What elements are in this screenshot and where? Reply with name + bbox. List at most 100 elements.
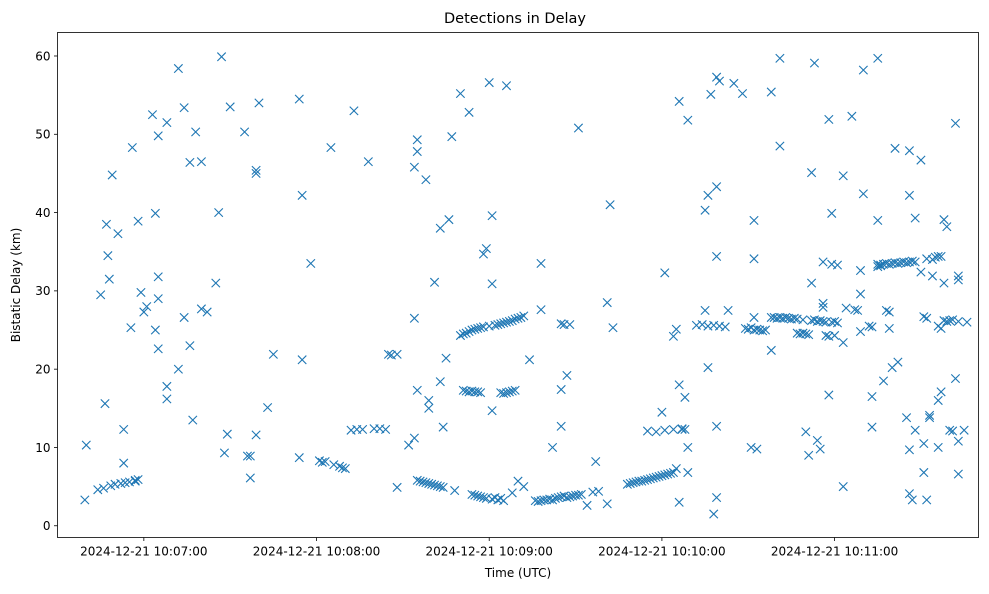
data-point-marker — [478, 492, 489, 503]
data-point-marker — [493, 319, 503, 330]
plot-area — [80, 52, 972, 519]
data-point-marker — [126, 323, 136, 333]
data-point-marker — [858, 189, 868, 199]
data-point-marker — [429, 277, 440, 287]
data-point-marker — [464, 326, 474, 337]
data-point-marker — [484, 78, 494, 88]
data-point-marker — [473, 387, 483, 397]
data-point-marker — [470, 324, 480, 334]
data-point-marker — [884, 259, 894, 269]
data-point-marker — [96, 290, 106, 300]
data-point-marker — [591, 456, 601, 467]
x-axis-label: Time (UTC) — [484, 566, 551, 580]
data-point-marker — [907, 256, 917, 266]
data-point-marker — [850, 305, 860, 315]
data-point-marker — [562, 370, 572, 381]
data-point-marker — [645, 474, 655, 484]
data-point-marker — [824, 390, 834, 400]
data-point-marker — [953, 316, 963, 326]
data-point-marker — [475, 492, 486, 502]
data-point-marker — [904, 190, 915, 200]
data-point-marker — [455, 88, 466, 99]
data-point-marker — [789, 313, 799, 323]
data-point-marker — [855, 326, 866, 337]
data-point-marker — [806, 168, 817, 178]
data-point-marker — [801, 329, 811, 339]
data-point-marker — [191, 127, 201, 137]
data-point-marker — [827, 208, 837, 218]
data-point-marker — [752, 444, 762, 454]
data-point-marker — [467, 325, 477, 335]
data-point-marker — [487, 211, 497, 221]
data-point-marker — [550, 493, 561, 503]
data-point-marker — [945, 425, 955, 435]
data-point-marker — [668, 467, 679, 478]
data-point-marker — [924, 413, 935, 423]
data-point-marker — [263, 402, 273, 413]
data-point-marker — [660, 425, 670, 435]
data-point-marker — [225, 102, 235, 112]
data-point-marker — [904, 489, 915, 499]
data-point-marker — [294, 453, 304, 463]
data-point-marker — [499, 318, 509, 328]
data-point-marker — [435, 223, 445, 233]
data-point-marker — [758, 326, 768, 336]
data-point-marker — [605, 200, 615, 210]
data-point-marker — [910, 213, 920, 223]
data-point-marker — [815, 444, 825, 454]
data-point-marker — [959, 425, 969, 435]
data-point-marker — [478, 249, 489, 259]
data-point-marker — [746, 442, 756, 453]
data-point-marker — [838, 171, 848, 181]
data-point-marker — [608, 323, 618, 333]
data-point-marker — [657, 407, 667, 417]
data-point-marker — [714, 76, 725, 86]
data-point-marker — [510, 385, 520, 395]
data-point-marker — [432, 481, 443, 491]
data-point-marker — [162, 381, 172, 391]
data-point-marker — [651, 472, 661, 482]
data-point-marker — [838, 482, 848, 492]
data-point-marker — [749, 312, 759, 323]
data-point-marker — [660, 470, 670, 480]
data-point-marker — [916, 155, 926, 165]
data-point-marker — [507, 316, 517, 326]
data-point-marker — [179, 312, 189, 323]
data-point-marker — [150, 208, 160, 218]
data-point-marker — [712, 182, 722, 192]
data-point-marker — [254, 98, 264, 108]
data-point-marker — [487, 406, 497, 416]
data-point-marker — [136, 287, 146, 298]
data-point-marker — [622, 479, 632, 489]
data-point-marker — [712, 251, 722, 262]
data-point-marker — [412, 385, 422, 395]
data-point-marker — [671, 324, 681, 334]
data-point-marker — [294, 94, 304, 104]
data-point-marker — [775, 141, 785, 151]
data-point-marker — [536, 258, 546, 269]
data-point-marker — [441, 353, 451, 363]
data-point-marker — [806, 278, 817, 288]
data-point-marker — [855, 289, 866, 299]
data-point-marker — [948, 315, 958, 325]
y-tick-label: 0 — [43, 519, 51, 533]
data-point-marker — [185, 157, 195, 168]
data-point-marker — [458, 385, 468, 395]
data-point-marker — [818, 257, 828, 267]
y-tick-label: 30 — [35, 284, 50, 298]
data-point-marker — [475, 388, 486, 398]
data-point-marker — [818, 298, 828, 308]
data-point-marker — [470, 490, 480, 500]
data-point-marker — [651, 427, 661, 437]
data-point-marker — [153, 272, 163, 282]
data-point-marker — [781, 312, 791, 323]
data-point-marker — [536, 305, 546, 315]
data-point-marker — [893, 357, 903, 367]
data-point-marker — [447, 132, 457, 142]
data-point-marker — [867, 422, 877, 432]
data-point-marker — [381, 424, 391, 435]
axes-frame — [57, 32, 979, 538]
data-point-marker — [297, 190, 307, 200]
